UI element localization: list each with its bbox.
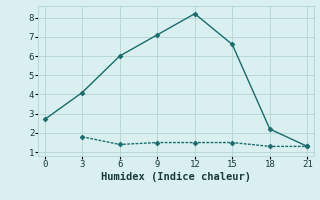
X-axis label: Humidex (Indice chaleur): Humidex (Indice chaleur)	[101, 172, 251, 182]
